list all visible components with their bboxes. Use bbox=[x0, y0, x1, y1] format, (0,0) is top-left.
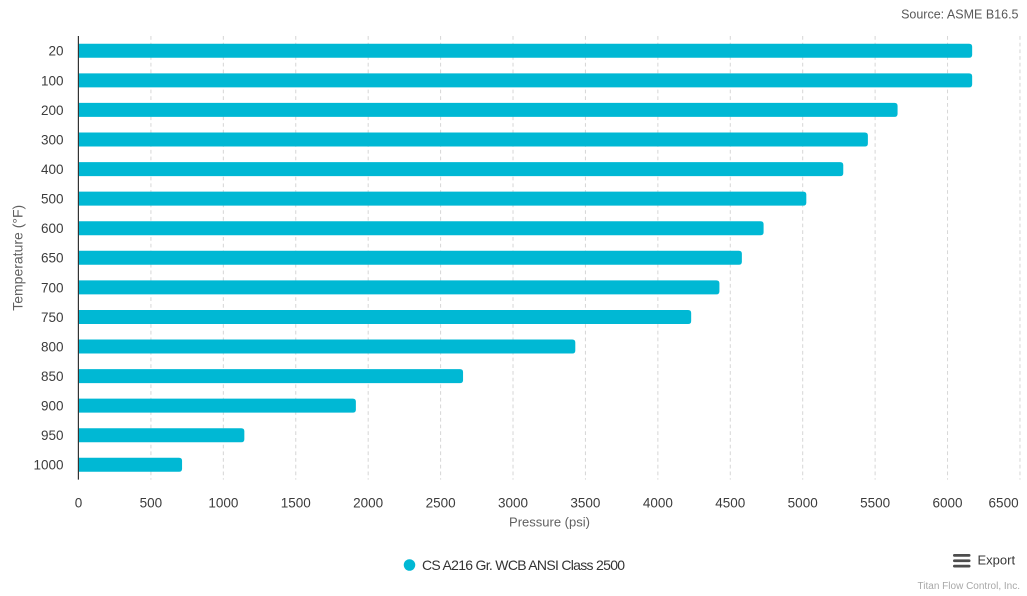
svg-text:Temperature (°F): Temperature (°F) bbox=[9, 205, 25, 311]
svg-text:3000: 3000 bbox=[498, 495, 528, 510]
svg-text:300: 300 bbox=[41, 132, 64, 147]
svg-text:700: 700 bbox=[41, 280, 64, 295]
svg-text:850: 850 bbox=[41, 369, 64, 384]
svg-text:400: 400 bbox=[41, 162, 64, 177]
svg-text:Pressure (psi): Pressure (psi) bbox=[509, 515, 590, 530]
svg-text:900: 900 bbox=[41, 399, 64, 414]
svg-text:Titan Flow Control, Inc.: Titan Flow Control, Inc. bbox=[918, 581, 1020, 592]
svg-text:3500: 3500 bbox=[570, 495, 600, 510]
svg-text:6500: 6500 bbox=[989, 495, 1019, 510]
svg-text:800: 800 bbox=[41, 339, 64, 354]
svg-text:1000: 1000 bbox=[208, 495, 238, 510]
svg-text:200: 200 bbox=[41, 103, 64, 118]
svg-text:6000: 6000 bbox=[933, 495, 963, 510]
svg-text:2000: 2000 bbox=[353, 495, 383, 510]
svg-text:1500: 1500 bbox=[281, 495, 311, 510]
svg-text:1000: 1000 bbox=[33, 458, 63, 473]
svg-text:600: 600 bbox=[41, 221, 64, 236]
svg-text:5500: 5500 bbox=[860, 495, 890, 510]
svg-text:950: 950 bbox=[41, 428, 64, 443]
svg-text:500: 500 bbox=[41, 192, 64, 207]
svg-text:4000: 4000 bbox=[643, 495, 673, 510]
svg-text:650: 650 bbox=[41, 251, 64, 266]
svg-text:Source: ASME B16.5: Source: ASME B16.5 bbox=[901, 7, 1018, 21]
svg-text:100: 100 bbox=[41, 73, 64, 88]
svg-text:0: 0 bbox=[75, 495, 83, 510]
svg-text:5000: 5000 bbox=[788, 495, 818, 510]
svg-text:750: 750 bbox=[41, 310, 64, 325]
svg-text:2500: 2500 bbox=[426, 495, 456, 510]
svg-text:20: 20 bbox=[48, 44, 63, 59]
svg-text:Export: Export bbox=[978, 552, 1016, 567]
svg-text:CS A216 Gr. WCB ANSI Class 250: CS A216 Gr. WCB ANSI Class 2500 bbox=[422, 557, 625, 573]
svg-text:4500: 4500 bbox=[715, 495, 745, 510]
svg-text:500: 500 bbox=[140, 495, 163, 510]
